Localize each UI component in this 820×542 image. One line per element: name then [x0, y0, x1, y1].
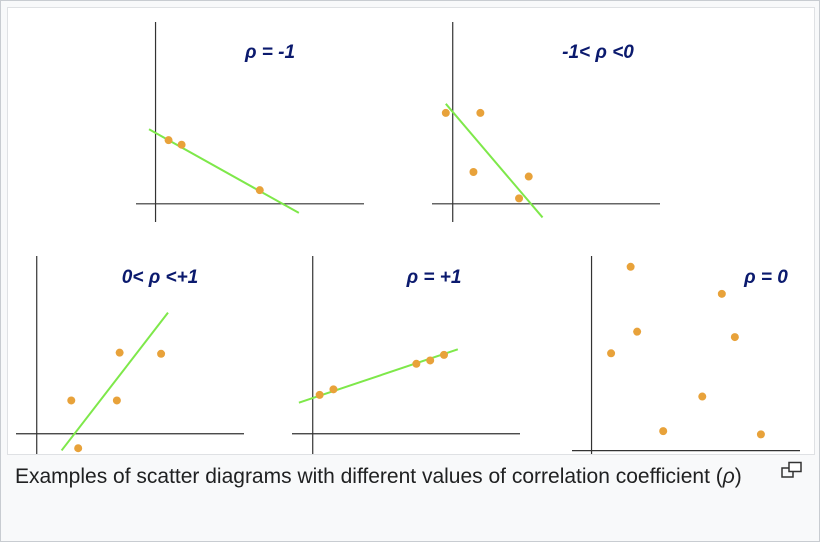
data-point	[426, 356, 435, 365]
caption-text: Examples of scatter diagrams with differ…	[15, 465, 723, 488]
data-point	[157, 349, 166, 358]
data-point	[515, 194, 524, 203]
scatter-diagrams: ρ = -1 -1< ρ <0 0< ρ <+1 ρ = +1 ρ = 0	[16, 22, 800, 454]
data-point	[717, 289, 726, 298]
scatter-figure[interactable]: ρ = -1 -1< ρ <0 0< ρ <+1 ρ = +1 ρ = 0	[7, 7, 815, 455]
data-point	[626, 262, 635, 271]
data-point	[659, 427, 668, 436]
trend-line	[445, 103, 544, 219]
plot-title: ρ = +1	[406, 267, 462, 288]
data-point	[115, 348, 124, 357]
figure-caption: Examples of scatter diagrams with differ…	[15, 461, 755, 493]
plot-title: 0< ρ <+1	[122, 267, 198, 288]
data-point	[469, 168, 478, 176]
data-point	[412, 359, 421, 368]
data-point	[329, 385, 338, 394]
plot-title: -1< ρ <0	[562, 42, 634, 63]
trend-line	[148, 128, 300, 214]
data-point	[74, 444, 83, 453]
trend-line	[60, 312, 169, 452]
plot-title: ρ = -1	[244, 42, 295, 63]
caption-symbol: ρ	[722, 465, 735, 488]
caption-text-end: )	[734, 465, 742, 488]
data-point	[67, 396, 76, 405]
data-point	[177, 140, 186, 149]
plot-title: ρ = 0	[743, 267, 788, 288]
data-point	[315, 390, 324, 399]
data-point	[730, 333, 739, 342]
data-point	[607, 349, 616, 358]
data-point	[698, 392, 707, 401]
data-point	[524, 172, 533, 181]
data-point	[756, 430, 765, 439]
data-point	[476, 108, 485, 117]
data-point	[440, 350, 448, 359]
data-point	[164, 136, 173, 145]
data-point	[112, 396, 121, 405]
magnify-clip-icon[interactable]	[781, 461, 803, 479]
data-point	[255, 186, 264, 195]
data-point	[633, 327, 642, 336]
data-point	[441, 108, 450, 117]
